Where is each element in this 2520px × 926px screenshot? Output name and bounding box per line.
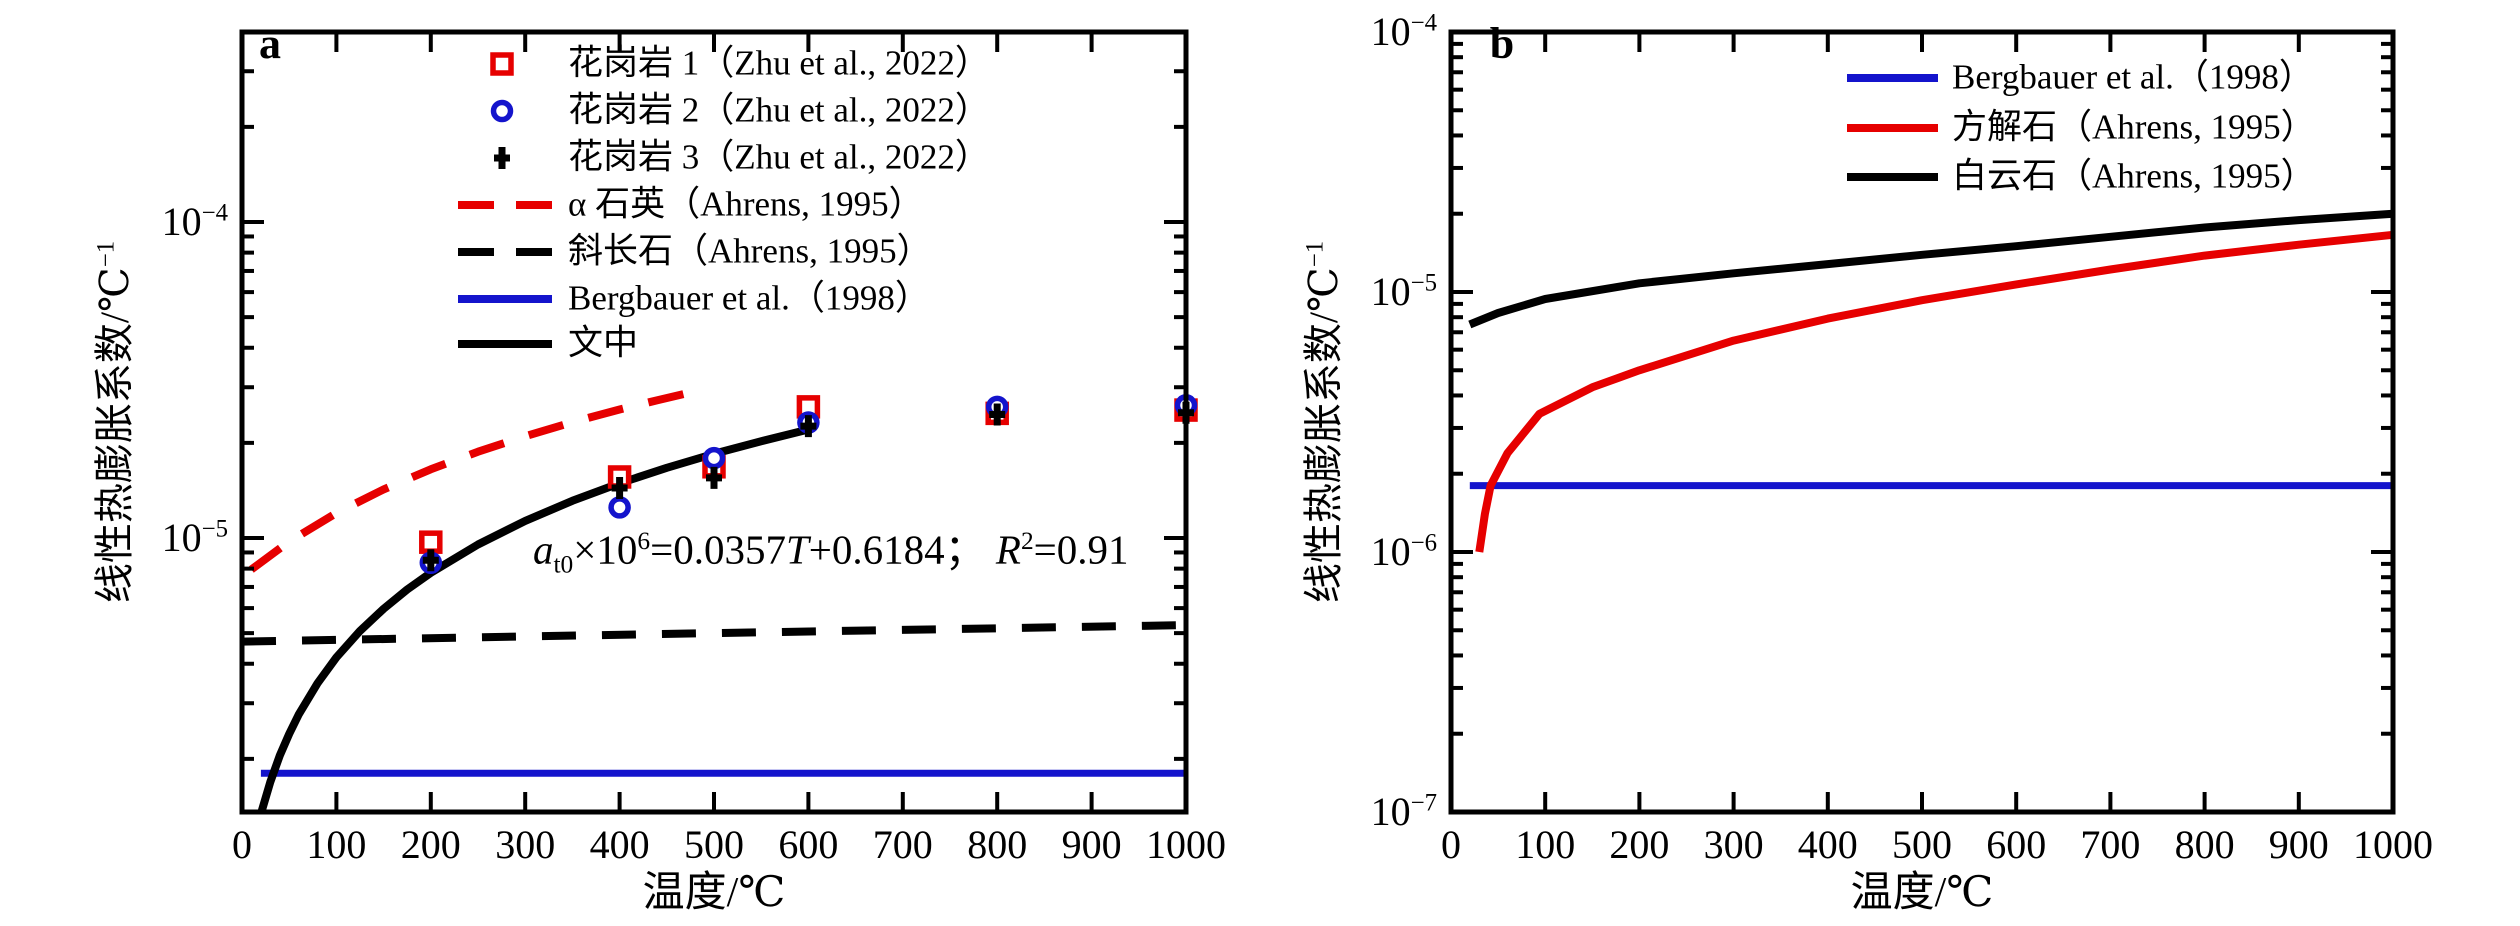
series-calcite	[1475, 230, 2394, 553]
point-granite3-600	[800, 415, 817, 438]
point-granite1-200	[419, 530, 443, 554]
point-granite2-400	[608, 496, 631, 519]
plot-frame-b	[1448, 29, 2396, 815]
legend-marker-a-1	[490, 99, 514, 123]
point-granite3-400	[611, 476, 628, 499]
legend-marker-a-0	[490, 52, 514, 76]
series-plagioclase	[241, 621, 1187, 646]
point-granite3-500	[706, 466, 722, 489]
series-fit-this-paper	[257, 425, 810, 812]
series-alpha-quartz	[249, 387, 697, 573]
series-dolomite	[1468, 209, 2394, 329]
plot-frame-a	[239, 29, 1189, 815]
point-granite3-200	[422, 549, 439, 572]
point-granite3-800	[989, 403, 1006, 426]
point-granite2-500	[702, 446, 726, 470]
legend-marker-a-2	[494, 147, 510, 169]
